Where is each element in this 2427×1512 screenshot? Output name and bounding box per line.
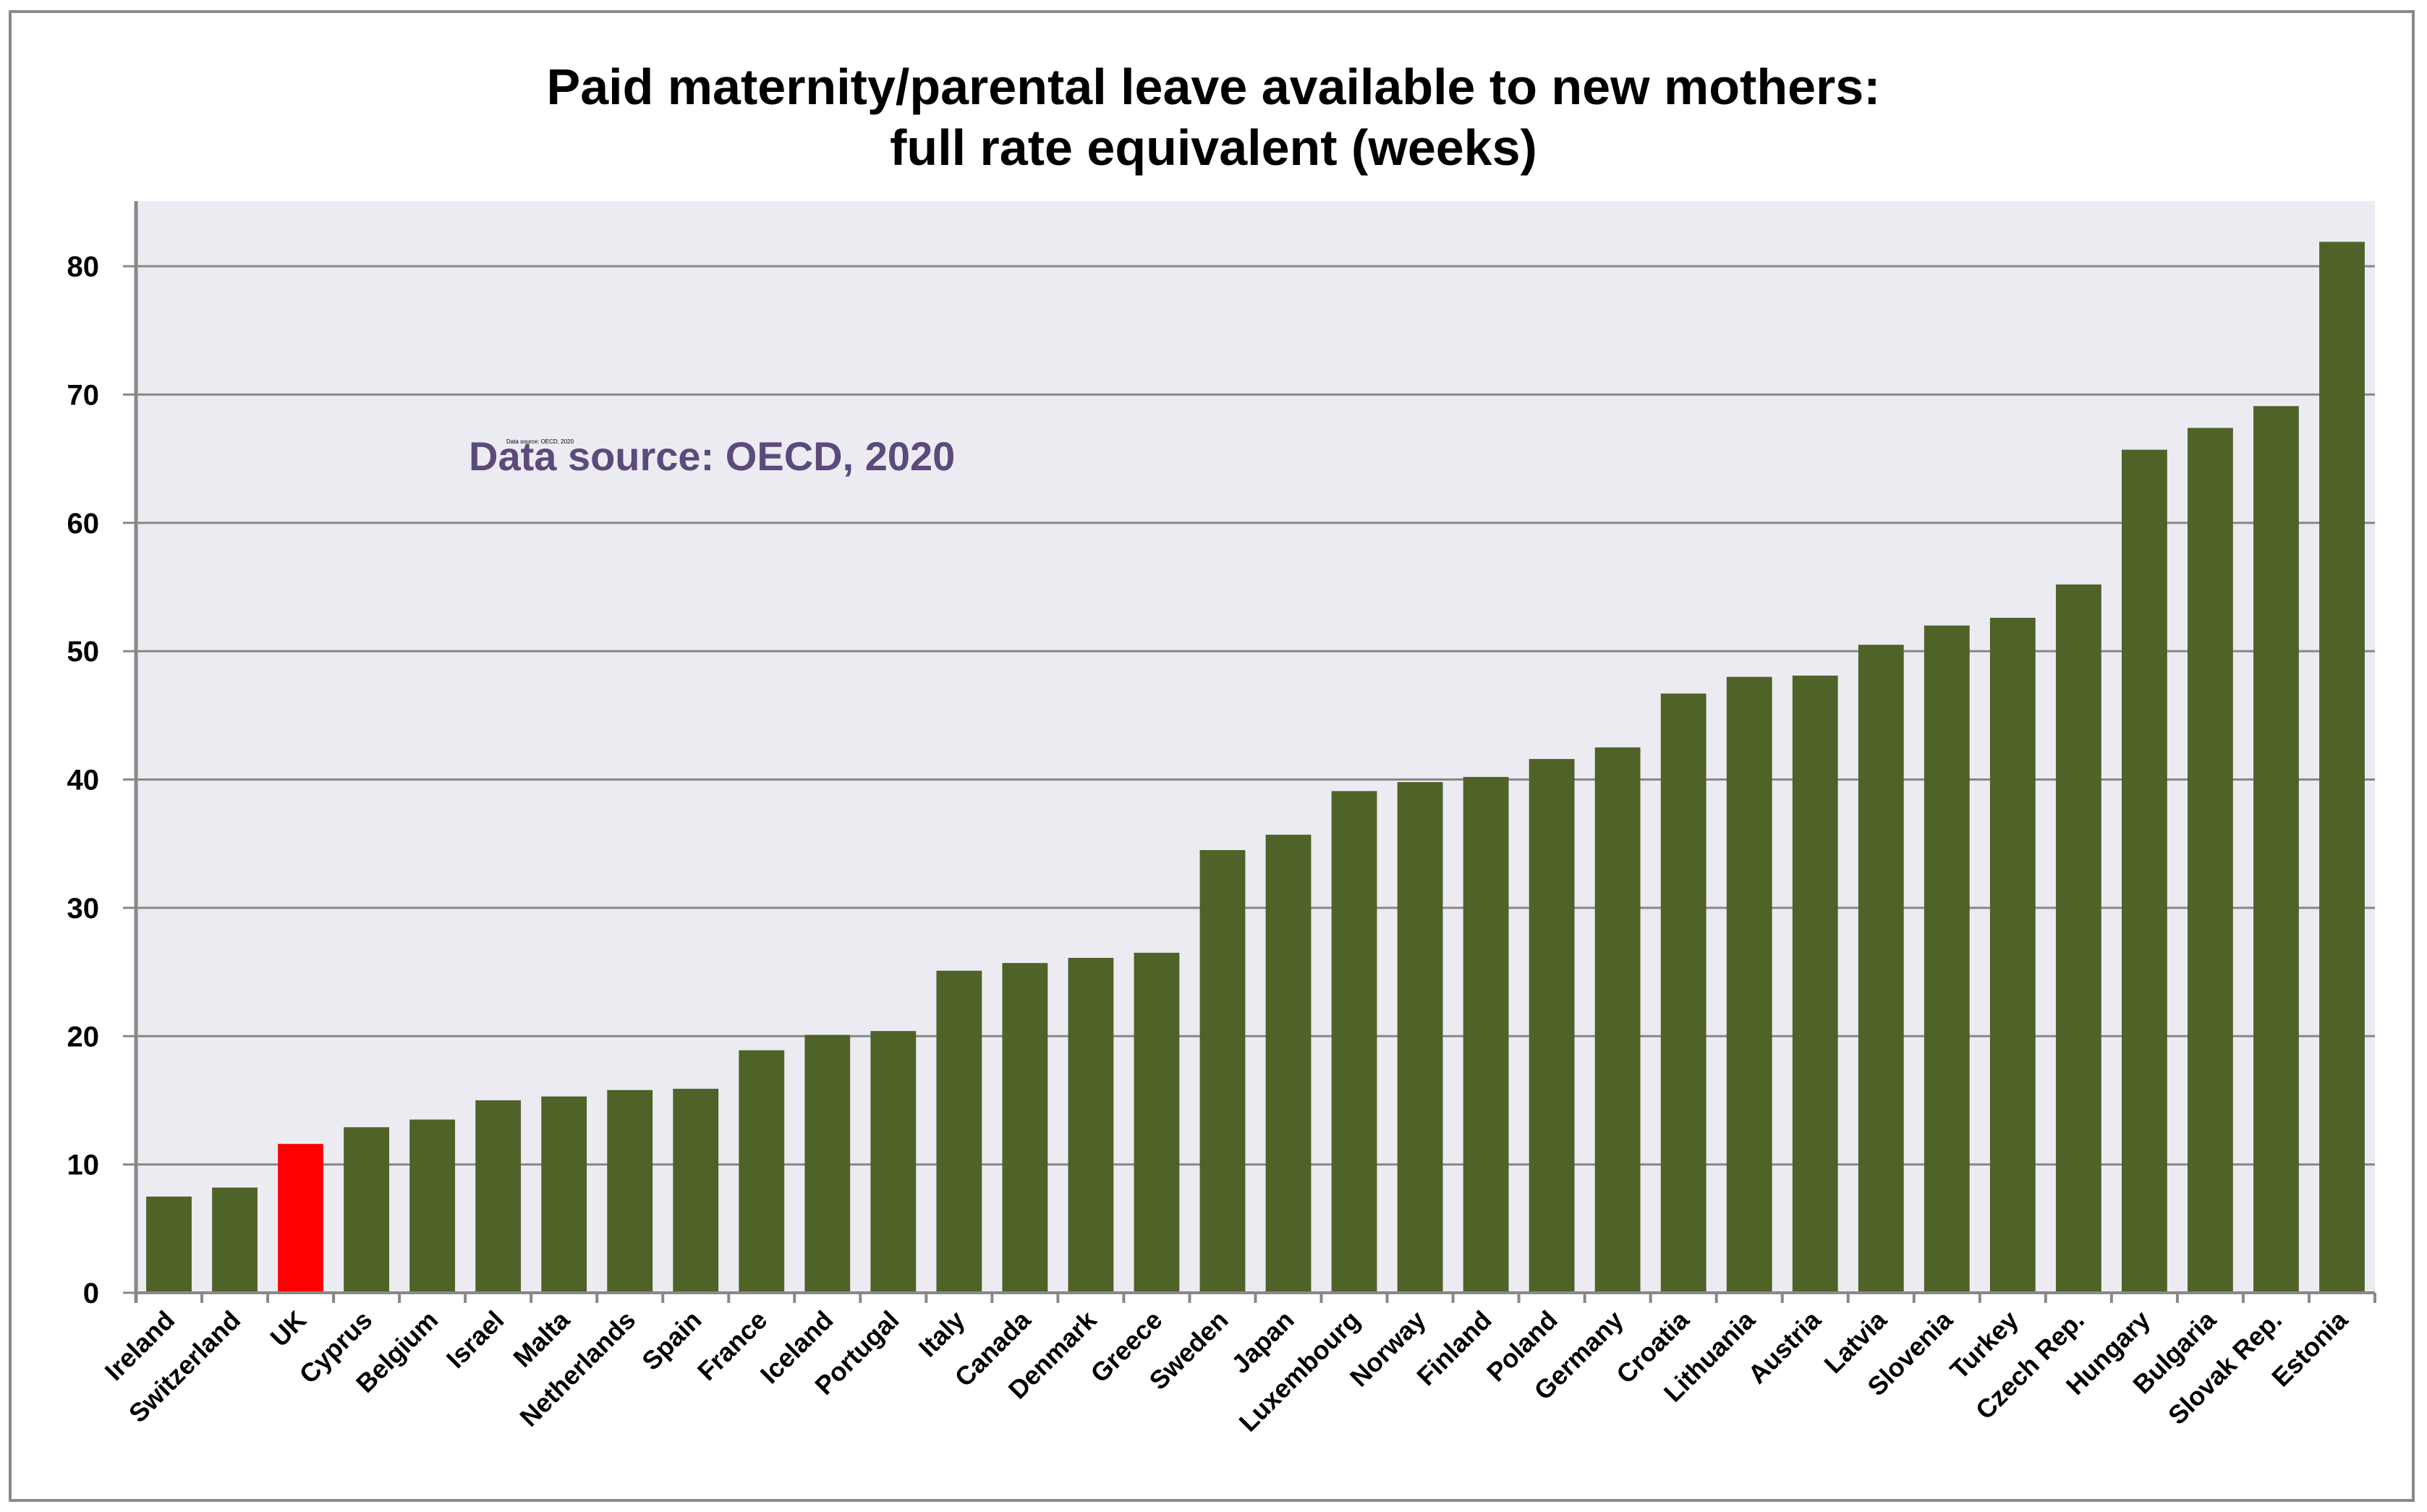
bar-germany	[1594, 747, 1641, 1293]
bar-luxembourg	[1331, 791, 1377, 1293]
x-tick-label: Netherlands	[514, 1305, 641, 1432]
bar-portugal	[870, 1031, 917, 1293]
y-tick-label: 80	[67, 251, 100, 283]
bar-cyprus	[344, 1127, 390, 1293]
bar-israel	[475, 1100, 522, 1293]
y-tick-label: 70	[67, 379, 100, 411]
bar-italy	[936, 970, 982, 1293]
bar-iceland	[804, 1035, 851, 1293]
bar-norway	[1397, 782, 1443, 1293]
bar-ireland	[146, 1196, 192, 1293]
bar-poland	[1529, 759, 1575, 1293]
y-tick-label: 20	[67, 1021, 100, 1053]
bar-switzerland	[212, 1187, 258, 1293]
data-source-annotation: Data source: OECD, 2020	[469, 433, 956, 479]
y-tick-label: 50	[67, 636, 100, 668]
bar-greece	[1134, 952, 1180, 1293]
x-tick-label: Austria	[1742, 1304, 1827, 1389]
bar-netherlands	[607, 1090, 653, 1293]
data-source-small-text: Data source: OECD, 2020	[506, 438, 574, 445]
bar-denmark	[1068, 958, 1114, 1293]
bar-spain	[673, 1088, 719, 1293]
bar-belgium	[409, 1119, 456, 1293]
bar-lithuania	[1726, 676, 1772, 1293]
x-tick-label: Italy	[913, 1305, 971, 1363]
bar-bulgaria	[2188, 428, 2233, 1294]
bar-slovenia	[1924, 625, 1970, 1293]
bar-estonia	[2319, 242, 2365, 1294]
y-tick-label: 60	[67, 508, 100, 540]
bar-austria	[1792, 675, 1838, 1293]
chart-frame	[9, 10, 2415, 1502]
bar-uk	[278, 1144, 323, 1293]
y-tick-label: 30	[67, 893, 100, 925]
bar-croatia	[1660, 693, 1706, 1293]
bar-slovak-rep-	[2253, 406, 2299, 1293]
chart-title-line2: full rate equivalent (weeks)	[890, 119, 1537, 176]
x-tick-label: Finland	[1411, 1305, 1497, 1392]
chart-title: Paid maternity/parental leave available …	[0, 56, 2427, 178]
plot-area	[136, 201, 2375, 1293]
bar-malta	[541, 1096, 587, 1293]
bar-sweden	[1199, 850, 1246, 1293]
x-tick-label: UK	[264, 1305, 312, 1353]
bar-hungary	[2121, 449, 2167, 1293]
y-tick-label: 40	[67, 765, 100, 797]
y-tick-label: 0	[83, 1278, 99, 1309]
bar-canada	[1002, 963, 1048, 1293]
y-tick-label: 10	[67, 1150, 100, 1181]
chart-title-line1: Paid maternity/parental leave available …	[546, 59, 1881, 115]
bar-latvia	[1858, 645, 1904, 1293]
bar-czech-rep-	[2055, 584, 2101, 1293]
bar-japan	[1265, 834, 1312, 1293]
bar-turkey	[1989, 618, 2036, 1293]
bar-france	[739, 1050, 785, 1293]
x-tick-label: Israel	[441, 1305, 510, 1375]
bar-finland	[1463, 776, 1509, 1293]
